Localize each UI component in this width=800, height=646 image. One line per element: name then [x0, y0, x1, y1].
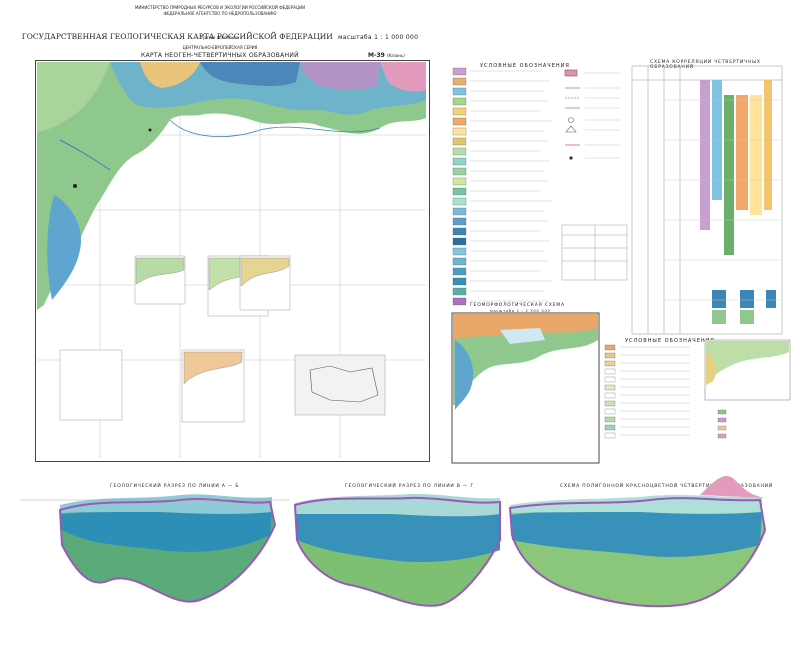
section-3-title: СХЕМА ПОЛИГОННОЙ КРАСНОЦВЕТНОЙ ЧЕТВЕРТИЧ…	[560, 484, 773, 489]
section-1	[20, 494, 290, 603]
reservoir-area	[47, 195, 81, 300]
geomorph-title: ГЕОМОРФОЛОГИЧЕСКАЯ СХЕМА	[470, 303, 565, 308]
scale-label: масштаба 1 : 1 000 000	[337, 34, 419, 41]
legend-text-lines	[470, 70, 552, 302]
geology-green-zone	[37, 62, 426, 310]
section-2-title: ГЕОЛОГИЧЕСКИЙ РАЗРЕЗ ПО ЛИНИИ В — Г	[345, 484, 474, 489]
correlation-scheme-title: СХЕМА КОРРЕЛЯЦИИ ЧЕТВЕРТИЧНЫХ ОБРАЗОВАНИ…	[650, 60, 761, 70]
geology-lightgreen-zone	[37, 62, 110, 132]
ministry-line: МИНИСТЕРСТВО ПРИРОДНЫХ РЕСУРСОВ И ЭКОЛОГ…	[134, 5, 306, 10]
city-marker	[73, 184, 77, 188]
legend-table	[561, 224, 628, 281]
right-legend-title: УСЛОВНЫЕ ОБОЗНАЧЕНИЯ	[625, 338, 715, 344]
section-1-title: ГЕОЛОГИЧЕСКИЙ РАЗРЕЗ ПО ЛИНИИ А — Б	[110, 484, 240, 489]
geology-pink-zone	[380, 62, 426, 92]
geology-ochre-zone	[140, 62, 200, 88]
sheet-name: (Казань)	[386, 53, 405, 58]
sheet-code: M-39	[368, 52, 385, 59]
river-line-2	[169, 119, 381, 137]
agency-line: ФЕДЕРАЛЬНОЕ АГЕНТСТВО ПО НЕДРОПОЛЬЗОВАНИ…	[163, 11, 277, 16]
geology-deep-blue-zone	[200, 62, 300, 86]
state-map-title: ГОСУДАРСТВЕННАЯ ГЕОЛОГИЧЕСКАЯ КАРТА РОСС…	[21, 32, 333, 41]
map-title: КАРТА НЕОГЕН-ЧЕТВЕРТИЧНЫХ ОБРАЗОВАНИЙ	[141, 52, 299, 59]
section-2	[293, 493, 501, 607]
legend-swatch-column	[452, 67, 467, 306]
inset-schemes	[59, 255, 386, 423]
river-line	[59, 139, 111, 171]
generation-line: Третье поколение	[200, 35, 240, 40]
legend-symbols	[564, 69, 580, 160]
legend-symbol-texts	[585, 72, 620, 159]
city-marker-2	[148, 128, 152, 132]
legend-title: УСЛОВНЫЕ ОБОЗНАЧЕНИЯ	[480, 63, 570, 69]
geology-violet-zone	[300, 62, 380, 90]
map-header-title: ГОСУДАРСТВЕННАЯ ГЕОЛОГИЧЕСКАЯ КАРТА РОСС…	[0, 24, 440, 43]
sheet-number: M-39 (Казань)	[368, 52, 405, 59]
section-3	[508, 475, 767, 608]
geomorph-scale: масштаба 1 : 2 500 000	[490, 309, 551, 313]
series-line: ЦЕНТРАЛЬНО-ЕВРОПЕЙСКАЯ СЕРИЯ	[182, 45, 258, 50]
